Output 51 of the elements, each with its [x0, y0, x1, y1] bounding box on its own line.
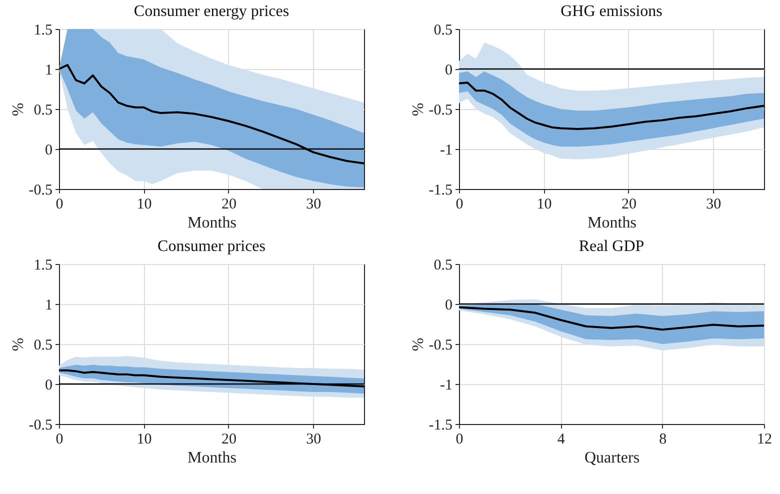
- x-tick-label: 10: [136, 432, 152, 448]
- y-tick-label: -1.5: [428, 182, 452, 198]
- x-axis-title: Months: [588, 214, 636, 232]
- line-series: [459, 82, 764, 130]
- y-tick-label: 1: [45, 62, 52, 78]
- y-tick-label: -0.5: [428, 102, 452, 118]
- y-tick-label: 0.5: [434, 258, 452, 274]
- chart-title: Consumer energy prices: [134, 3, 290, 20]
- x-tick-label: 10: [136, 196, 152, 212]
- chart-title: Real GDP: [578, 238, 644, 255]
- y-tick-label: 0: [45, 142, 52, 158]
- x-axis-title: Months: [188, 214, 236, 232]
- chart-title: GHG emissions: [560, 3, 662, 20]
- x-tick-label: 12: [757, 432, 772, 448]
- y-tick-label: -1.5: [428, 418, 452, 434]
- y-axis-title: %: [410, 338, 427, 352]
- y-tick-label: -1: [440, 378, 452, 394]
- x-axis-title: Quarters: [584, 450, 640, 466]
- x-tick-label: 30: [306, 432, 322, 448]
- x-tick-label: 0: [456, 196, 464, 212]
- x-tick-label: 4: [557, 432, 566, 448]
- y-axis-title: %: [10, 338, 27, 352]
- x-tick-label: 30: [306, 196, 322, 212]
- x-tick-label: 8: [659, 432, 667, 448]
- y-tick-label: -0.5: [28, 182, 52, 198]
- line-series: [59, 64, 364, 164]
- x-tick-label: 20: [221, 196, 236, 212]
- y-tick-label: 0.5: [34, 338, 52, 354]
- x-tick-label: 0: [56, 196, 64, 212]
- y-tick-label: 0: [445, 298, 452, 314]
- x-tick-label: 0: [456, 432, 464, 448]
- y-axis-title: %: [410, 102, 427, 116]
- y-tick-label: 1: [45, 298, 52, 314]
- y-axis-title: %: [10, 102, 27, 116]
- y-tick-label: 0.5: [434, 22, 452, 38]
- y-tick-label: -1: [440, 142, 452, 158]
- y-tick-label: 0: [45, 378, 52, 394]
- chart-title: Consumer prices: [158, 238, 266, 255]
- line-series: [459, 306, 764, 331]
- x-tick-label: 20: [621, 196, 636, 212]
- y-tick-label: 0.5: [34, 102, 52, 118]
- x-tick-label: 0: [56, 432, 64, 448]
- y-tick-label: -0.5: [428, 338, 452, 354]
- y-tick-label: 1.5: [34, 258, 52, 274]
- y-tick-label: 0: [445, 62, 452, 78]
- x-tick-label: 10: [536, 196, 552, 212]
- x-tick-label: 30: [706, 196, 722, 212]
- x-tick-label: 20: [221, 432, 236, 448]
- x-axis-title: Months: [188, 450, 236, 466]
- y-tick-label: -0.5: [28, 418, 52, 434]
- y-tick-label: 1.5: [34, 22, 52, 38]
